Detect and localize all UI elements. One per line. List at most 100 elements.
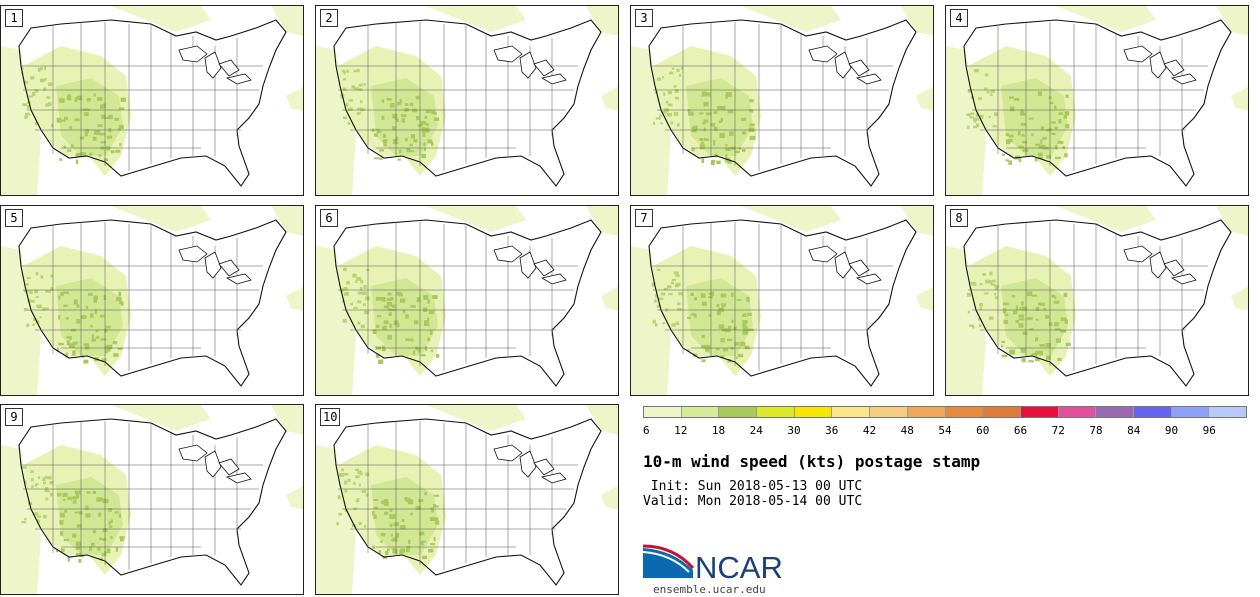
colorbar-bin-7	[907, 407, 946, 417]
lake	[1123, 45, 1153, 63]
tick-label: 18	[711, 424, 726, 437]
lake	[519, 51, 537, 79]
ncar-logo: NCAR	[643, 544, 783, 585]
shading-northeast	[1216, 206, 1248, 236]
us-map	[316, 206, 618, 395]
lake	[808, 45, 838, 63]
tick-label: 24	[749, 424, 763, 437]
conus-outline	[648, 19, 917, 187]
lake	[540, 273, 567, 285]
tick-label: 30	[787, 424, 801, 437]
lake	[225, 273, 252, 285]
tick-label: 66	[1013, 424, 1028, 437]
us-map	[631, 206, 933, 395]
lake	[178, 444, 208, 462]
init-time: Init: Sun 2018-05-13 00 UTC	[643, 479, 863, 494]
colorbar-bin-12	[1096, 407, 1134, 417]
shading-pacific	[316, 46, 356, 195]
lake	[218, 59, 240, 77]
shading-north	[741, 206, 841, 232]
us-map	[1, 206, 303, 395]
lake	[855, 273, 882, 285]
lake	[493, 444, 523, 462]
shading-northeast	[901, 206, 933, 236]
shading-pacific	[316, 246, 356, 395]
shading-north	[426, 405, 526, 431]
shading-atlantic	[1231, 87, 1248, 111]
shading-pacific	[316, 445, 356, 594]
lake	[493, 245, 523, 263]
us-map	[316, 6, 618, 195]
colorbar-bin-8	[945, 407, 984, 417]
lake	[204, 251, 222, 279]
lake	[178, 245, 208, 263]
us-map	[946, 6, 1248, 195]
shading-north	[1056, 6, 1156, 32]
lake	[1163, 259, 1185, 277]
member-label: 1	[5, 9, 23, 27]
lake	[533, 458, 555, 476]
lake	[834, 251, 852, 279]
conus-outline	[333, 19, 602, 187]
shading-atlantic	[601, 486, 618, 510]
lake	[204, 450, 222, 478]
lake	[225, 472, 252, 484]
shading-west-medium	[56, 78, 123, 156]
shading-speckle	[966, 271, 1071, 363]
lake	[519, 450, 537, 478]
lake	[204, 51, 222, 79]
shading-west-medium	[371, 477, 438, 555]
member-label: 2	[320, 9, 338, 27]
tick-label: 72	[1051, 424, 1065, 437]
logo-highlight-icon	[643, 551, 690, 573]
colorbar-bin-5	[832, 407, 871, 417]
lake	[533, 59, 555, 77]
map-panel-8: 8	[945, 205, 1249, 396]
lake	[1149, 251, 1167, 279]
state-boundaries	[21, 421, 263, 570]
map-panel-5: 5	[0, 205, 304, 396]
tick-label: 6	[643, 424, 650, 437]
map-panel-7: 7	[630, 205, 934, 396]
shading-north	[741, 6, 841, 32]
chart-title: 10-m wind speed (kts) postage stamp	[643, 452, 981, 471]
shading-northeast	[271, 206, 303, 236]
shading-north	[111, 405, 211, 431]
map-panel-6: 6	[315, 205, 619, 396]
colorbar-bin-3	[757, 407, 795, 417]
map-panel-4: 4	[945, 5, 1249, 196]
member-label: 8	[950, 209, 968, 227]
site-url: ensemble.ucar.edu	[653, 583, 766, 596]
tick-label: 42	[862, 424, 877, 437]
member-label: 7	[635, 209, 653, 227]
logo-stripe-icon	[643, 544, 695, 570]
us-map	[946, 206, 1248, 395]
shading-west-medium	[686, 78, 753, 156]
member-label: 9	[5, 408, 23, 426]
lake	[834, 51, 852, 79]
colorbar-bin-6	[870, 407, 908, 417]
colorbar-bin-10	[1020, 407, 1059, 417]
shading-speckle	[21, 66, 126, 164]
lake	[808, 245, 838, 263]
shading-northeast	[586, 405, 618, 435]
shading-atlantic	[916, 87, 933, 111]
shading-northeast	[901, 6, 933, 36]
us-map	[1, 6, 303, 195]
tick-label: 12	[674, 424, 688, 437]
us-map	[631, 6, 933, 195]
state-boundaries	[966, 22, 1208, 171]
state-boundaries	[966, 222, 1208, 371]
shading-pacific	[631, 46, 671, 195]
run-info: Init: Sun 2018-05-13 00 UTC Valid: Mon 20…	[643, 479, 862, 509]
shading-north	[426, 206, 526, 232]
shading-atlantic	[601, 287, 618, 311]
conus-outline	[18, 19, 287, 187]
lake	[519, 251, 537, 279]
lake	[855, 73, 882, 85]
conus-outline	[18, 418, 287, 586]
colorbar-bin-1	[681, 407, 720, 417]
lake	[540, 73, 567, 85]
colorbar-ticks: 6 12 18 24 30 36 42 48 54 60 66 72 78 84 90 96	[643, 424, 1247, 438]
map-panel-1: 1	[0, 5, 304, 196]
